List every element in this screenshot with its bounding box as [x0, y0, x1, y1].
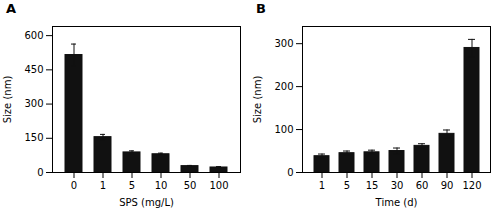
html-text:A: A [6, 1, 17, 16]
svg-text:15: 15 [366, 180, 379, 191]
svg-text:60: 60 [416, 180, 429, 191]
svg-text:50: 50 [184, 180, 197, 191]
svg-text:0: 0 [71, 180, 77, 191]
svg-text:600: 600 [24, 30, 43, 41]
svg-text:450: 450 [24, 64, 43, 75]
svg-text:300: 300 [274, 38, 293, 49]
svg-text:300: 300 [24, 98, 43, 109]
svg-text:10: 10 [155, 180, 168, 191]
svg-text:0: 0 [37, 167, 43, 178]
svg-text:SPS (mg/L): SPS (mg/L) [119, 197, 174, 208]
svg-text:Size (nm): Size (nm) [2, 76, 13, 124]
svg-text:100: 100 [274, 124, 293, 135]
svg-text:Time (d): Time (d) [375, 197, 418, 208]
svg-text:30: 30 [391, 180, 404, 191]
svg-text:1: 1 [319, 180, 325, 191]
svg-text:0: 0 [287, 167, 293, 178]
svg-text:5: 5 [129, 180, 135, 191]
svg-text:1: 1 [100, 180, 106, 191]
svg-text:100: 100 [209, 180, 228, 191]
svg-text:90: 90 [441, 180, 454, 191]
svg-text:120: 120 [462, 180, 481, 191]
svg-text:200: 200 [274, 81, 293, 92]
svg-text:5: 5 [344, 180, 350, 191]
html-text:B: B [256, 1, 266, 16]
svg-text:150: 150 [24, 132, 43, 143]
svg-text:Size (nm): Size (nm) [252, 76, 263, 124]
